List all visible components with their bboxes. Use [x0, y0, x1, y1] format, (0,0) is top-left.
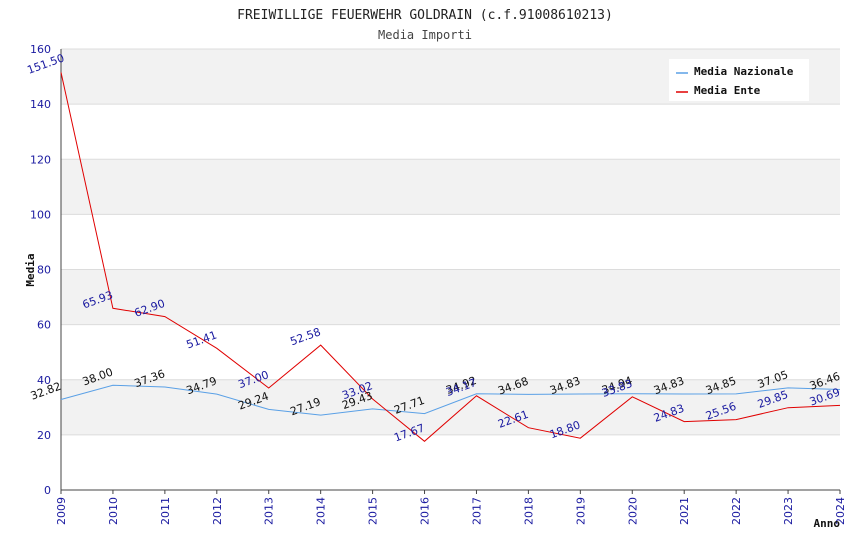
y-tick-label: 20	[37, 429, 51, 442]
axes	[60, 49, 840, 491]
chart-subtitle: Media Importi	[378, 28, 472, 42]
y-tick-label: 160	[30, 43, 51, 56]
x-tick-label: 2011	[159, 497, 172, 525]
x-tick-label: 2018	[522, 497, 535, 525]
series-line-media-nazionale	[60, 384, 841, 416]
chart-title: FREIWILLIGE FEUERWEHR GOLDRAIN (c.f.9100…	[237, 8, 613, 23]
y-tick-label: 40	[37, 374, 51, 387]
x-tick-label: 2014	[315, 497, 328, 525]
plot-band	[61, 104, 840, 160]
x-tick-label: 2010	[107, 497, 120, 525]
y-tick-label: 80	[37, 264, 51, 277]
x-tick-label: 2017	[470, 497, 483, 525]
x-tick-label: 2016	[419, 497, 432, 525]
x-tick-label: 2019	[574, 497, 587, 525]
x-tick-label: 2020	[626, 497, 639, 525]
y-tick-label: 60	[37, 319, 51, 332]
x-tick-label: 2009	[55, 497, 68, 525]
x-tick-label: 2022	[730, 497, 743, 525]
y-axis-ticks: 0 20 40 60 80 100 120 140 160	[30, 43, 51, 497]
plot-band	[61, 379, 840, 435]
x-tick-label: 2024	[834, 497, 847, 525]
x-tick-label: 2023	[782, 497, 795, 525]
series-line-media-ente	[60, 72, 841, 442]
plot-band	[61, 159, 840, 215]
plot-background	[61, 49, 840, 490]
x-tick-label: 2012	[211, 497, 224, 525]
series-lines	[60, 72, 841, 442]
legend: Media Nazionale Media Ente	[669, 59, 809, 101]
x-axis-ticks: 2009 2010 2011 2012 2013 2014 2015 2016 2017 2018…	[55, 490, 847, 525]
x-tick-label: 2015	[367, 497, 380, 525]
y-tick-label: 0	[44, 484, 51, 497]
plot-band	[61, 214, 840, 270]
y-tick-label: 120	[30, 153, 51, 166]
y-axis-label: Media	[24, 253, 37, 286]
plot-band	[61, 324, 840, 380]
legend-label-media-ente: Media Ente	[694, 84, 761, 97]
legend-box	[669, 59, 809, 101]
y-tick-label: 140	[30, 98, 51, 111]
plot-band	[61, 434, 840, 490]
x-axis-label: Anno	[814, 517, 841, 530]
legend-label-media-nazionale: Media Nazionale	[694, 65, 794, 78]
plot-band	[61, 269, 840, 325]
x-tick-label: 2013	[263, 497, 276, 525]
y-tick-label: 100	[30, 208, 51, 221]
x-tick-label: 2021	[678, 497, 691, 525]
